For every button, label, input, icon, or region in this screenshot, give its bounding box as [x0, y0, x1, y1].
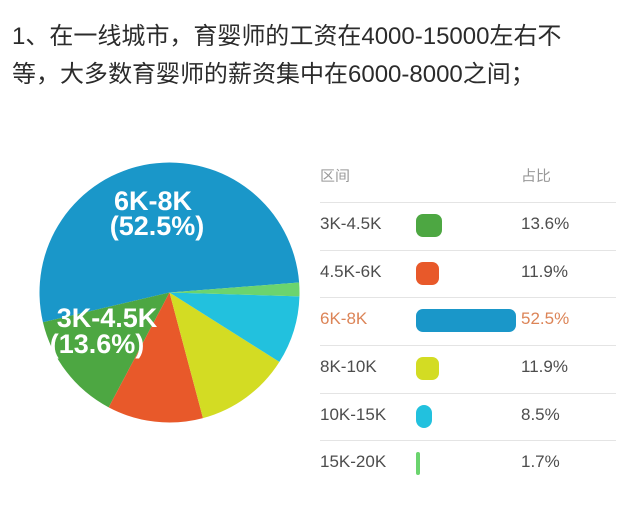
svg-text:(52.5%): (52.5%)	[110, 211, 205, 241]
svg-text:(13.6%): (13.6%)	[50, 329, 145, 359]
